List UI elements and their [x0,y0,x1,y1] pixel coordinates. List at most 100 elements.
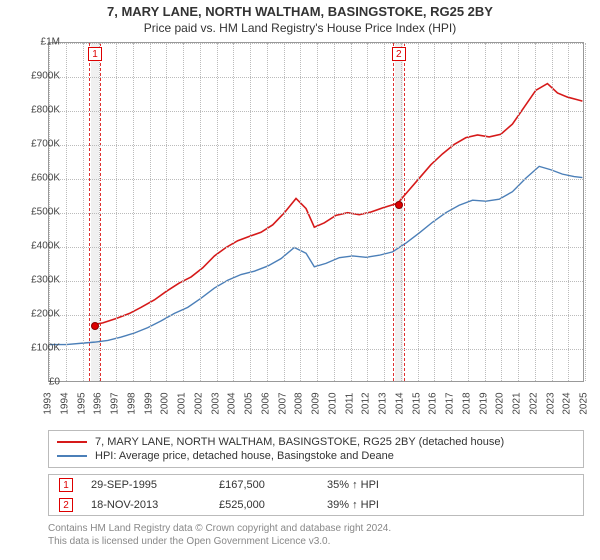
y-axis-label: £500K [31,207,60,218]
x-axis-label: 2023 [545,392,556,414]
legend-swatch [57,455,87,457]
gridline-v [183,43,184,381]
y-axis-label: £600K [31,173,60,184]
series-line-hpi [50,166,583,344]
x-axis-label: 2009 [311,392,322,414]
gridline-h [49,145,583,146]
x-axis-label: 2012 [361,392,372,414]
transaction-pct: 35% ↑ HPI [327,479,447,491]
transaction-number: 1 [59,478,73,492]
legend: 7, MARY LANE, NORTH WALTHAM, BASINGSTOKE… [48,430,584,468]
gridline-v [317,43,318,381]
gridline-h [49,281,583,282]
x-axis-label: 1999 [143,392,154,414]
gridline-v [99,43,100,381]
gridline-v [284,43,285,381]
gridline-v [233,43,234,381]
gridline-v [166,43,167,381]
y-axis-label: £900K [31,71,60,82]
gridline-h [49,111,583,112]
footnote-line1: Contains HM Land Registry data © Crown c… [48,522,584,535]
transaction-number: 2 [59,498,73,512]
gridline-v [451,43,452,381]
y-axis-label: £1M [41,37,60,48]
gridline-h [49,213,583,214]
gridline-v [116,43,117,381]
gridline-v [66,43,67,381]
gridline-v [434,43,435,381]
gridline-v [83,43,84,381]
x-axis-label: 1993 [43,392,54,414]
x-axis-label: 2004 [227,392,238,414]
transaction-marker: 2 [392,47,406,61]
x-axis-label: 2002 [193,392,204,414]
y-axis-label: £100K [31,343,60,354]
transaction-pct: 39% ↑ HPI [327,499,447,511]
transaction-row: 2 18-NOV-2013 £525,000 39% ↑ HPI [49,495,583,515]
gridline-v [418,43,419,381]
gridline-h [49,315,583,316]
gridline-v [300,43,301,381]
x-axis-label: 2025 [579,392,590,414]
gridline-v [468,43,469,381]
series-line-property [95,84,583,325]
gridline-v [200,43,201,381]
x-axis-label: 2024 [562,392,573,414]
transaction-dot [395,201,403,209]
chart: 12 £0£100K£200K£300K£400K£500K£600K£700K… [0,38,600,424]
chart-lines [49,43,583,381]
gridline-h [49,77,583,78]
footnote: Contains HM Land Registry data © Crown c… [48,522,584,548]
page-title: 7, MARY LANE, NORTH WALTHAM, BASINGSTOKE… [0,4,600,19]
x-axis-label: 2010 [327,392,338,414]
gridline-v [535,43,536,381]
gridline-h [49,349,583,350]
x-axis-label: 2006 [260,392,271,414]
legend-label: 7, MARY LANE, NORTH WALTHAM, BASINGSTOKE… [95,436,504,448]
y-axis-label: £400K [31,241,60,252]
gridline-v [133,43,134,381]
legend-row: 7, MARY LANE, NORTH WALTHAM, BASINGSTOKE… [57,435,575,449]
transaction-marker: 1 [88,47,102,61]
plot-area: 12 [48,42,584,382]
x-axis-label: 2018 [461,392,472,414]
transaction-price: £167,500 [219,479,309,491]
gridline-h [49,179,583,180]
gridline-v [250,43,251,381]
legend-swatch [57,441,87,443]
y-axis-label: £700K [31,139,60,150]
transaction-date: 18-NOV-2013 [91,499,201,511]
gridline-v [367,43,368,381]
gridline-v [501,43,502,381]
x-axis-label: 2013 [378,392,389,414]
title-block: 7, MARY LANE, NORTH WALTHAM, BASINGSTOKE… [0,0,600,37]
x-axis-label: 2017 [445,392,456,414]
x-axis-label: 2021 [512,392,523,414]
x-axis-label: 2000 [160,392,171,414]
x-axis-label: 2020 [495,392,506,414]
legend-row: HPI: Average price, detached house, Basi… [57,449,575,463]
x-axis-label: 2011 [344,393,355,415]
x-axis-label: 1996 [93,392,104,414]
gridline-v [518,43,519,381]
transaction-row: 1 29-SEP-1995 £167,500 35% ↑ HPI [49,475,583,495]
x-axis-label: 2001 [177,392,188,414]
gridline-v [334,43,335,381]
page-subtitle: Price paid vs. HM Land Registry's House … [0,21,600,35]
transaction-price: £525,000 [219,499,309,511]
y-axis-label: £300K [31,275,60,286]
transaction-date: 29-SEP-1995 [91,479,201,491]
gridline-v [568,43,569,381]
gridline-v [217,43,218,381]
gridline-v [552,43,553,381]
x-axis-label: 2005 [244,392,255,414]
legend-label: HPI: Average price, detached house, Basi… [95,450,394,462]
x-axis-label: 1995 [76,392,87,414]
y-axis-label: £800K [31,105,60,116]
transaction-dot [91,322,99,330]
gridline-v [150,43,151,381]
x-axis-label: 2014 [394,392,405,414]
x-axis-label: 1997 [110,392,121,414]
x-axis-label: 2016 [428,392,439,414]
gridline-h [49,43,583,44]
